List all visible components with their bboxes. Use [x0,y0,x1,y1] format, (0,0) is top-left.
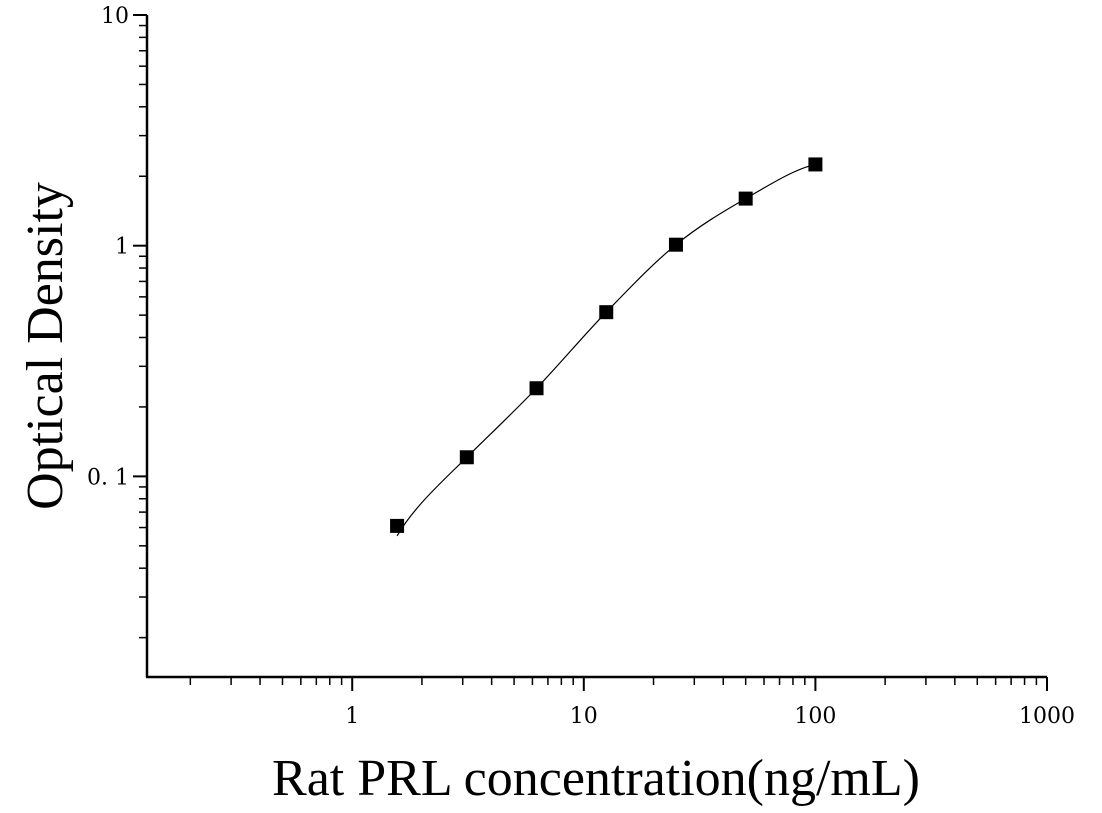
y-axis-label: Optical Density [17,182,74,510]
data-point [738,191,753,206]
x-minor-ticks [189,677,1038,685]
x-tick-label: 10 [570,704,598,729]
x-tick-label: 1 [345,704,359,729]
data-point [599,305,614,320]
x-tick-labels: 1 10 100 1000 [345,704,1075,729]
data-point [390,518,405,533]
data-point [808,157,823,172]
data-point [459,450,474,465]
data-point [668,237,683,252]
y-tick-label: 10 [101,4,129,29]
y-minor-ticks [139,24,147,639]
x-major-ticks [351,677,1048,691]
y-major-ticks [133,14,147,478]
x-axis-label: Rat PRL concentration(ng/mL) [272,750,920,807]
fit-curve-line [396,163,816,537]
data-points [390,157,823,533]
y-tick-labels: 0. 1 1 10 [87,4,129,490]
y-tick-label: 0. 1 [87,465,129,490]
y-tick-label: 1 [115,235,129,260]
data-point [529,381,544,396]
x-tick-label: 100 [794,704,836,729]
x-tick-label: 1000 [1019,704,1075,729]
